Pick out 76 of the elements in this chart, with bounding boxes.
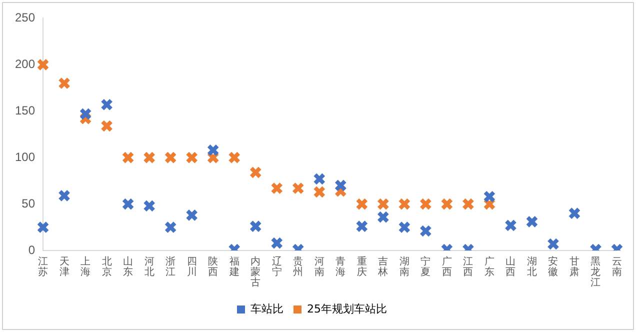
x-tick-label: 四川 <box>186 256 197 278</box>
x-tick-label: 甘肃 <box>569 255 580 278</box>
x-tick-label: 安徽 <box>548 255 558 278</box>
x-tick-label: 辽宁 <box>272 255 282 278</box>
point <box>143 151 156 164</box>
x-tick-label: 内蒙古 <box>250 255 261 288</box>
point <box>186 151 198 164</box>
point <box>376 210 390 224</box>
point <box>58 77 71 90</box>
point <box>356 220 368 233</box>
x-tick-label: 青海 <box>336 255 346 278</box>
point <box>504 219 517 232</box>
x-tick-label: 北京 <box>102 255 112 278</box>
x-tick-label: 云南 <box>612 256 622 278</box>
point <box>376 198 390 210</box>
point <box>249 166 262 179</box>
point <box>100 98 114 111</box>
legend-label: 车站比 <box>250 302 284 316</box>
point <box>206 144 220 156</box>
x-tick-label: 上海 <box>80 255 91 278</box>
x-tick-label: 山西 <box>506 255 516 278</box>
point <box>483 190 496 203</box>
point <box>36 221 50 234</box>
x-tick-label: 黑龙江 <box>590 256 601 288</box>
point <box>440 198 454 210</box>
y-tick-label: 100 <box>14 150 36 164</box>
point <box>334 179 347 192</box>
point <box>270 236 284 250</box>
x-tick-label: 湖南 <box>399 255 410 278</box>
point <box>228 151 241 164</box>
y-tick-label: 150 <box>14 103 36 118</box>
x-tick-label: 广西 <box>442 255 452 278</box>
point <box>164 221 177 234</box>
x-tick-label: 湖北 <box>526 255 537 278</box>
x-tick-label: 陕西 <box>208 255 218 278</box>
point <box>313 172 326 186</box>
point <box>79 108 92 120</box>
point <box>164 151 177 164</box>
x-tick-label: 山东 <box>123 255 134 278</box>
point <box>419 198 432 210</box>
x-tick-label: 江苏 <box>38 255 48 278</box>
point <box>100 120 114 132</box>
point <box>419 224 432 238</box>
x-tick-label: 吉林 <box>377 255 388 278</box>
x-tick-label: 江西 <box>463 255 474 278</box>
point <box>526 215 538 228</box>
x-tick-label: 重庆 <box>356 255 367 278</box>
x-tick-label: 贵州 <box>293 255 304 278</box>
point <box>292 182 304 194</box>
point <box>270 182 284 194</box>
point <box>249 220 262 233</box>
x-tick-label: 宁夏 <box>420 255 431 278</box>
point <box>568 207 581 220</box>
x-tick-label: 天津 <box>59 256 70 278</box>
point <box>186 208 198 222</box>
point <box>462 198 474 210</box>
point <box>58 189 71 202</box>
y-tick-label: 200 <box>14 56 36 71</box>
y-tick-label: 50 <box>22 196 36 210</box>
point <box>143 200 156 212</box>
x-tick-label: 河南 <box>314 255 324 278</box>
point <box>356 198 368 210</box>
point <box>398 198 411 210</box>
point <box>398 221 411 234</box>
y-tick-label: 250 <box>14 10 36 25</box>
legend-label: 25年规划车站比 <box>307 302 387 316</box>
point <box>313 186 326 198</box>
point <box>36 58 50 71</box>
x-tick-label: 福建 <box>228 255 240 278</box>
x-tick-label: 广东 <box>484 255 494 278</box>
point <box>546 238 560 250</box>
x-tick-label: 浙江 <box>166 255 176 278</box>
point <box>122 151 134 164</box>
point <box>122 198 134 210</box>
y-tick-label: 0 <box>28 242 36 257</box>
x-tick-label: 河北 <box>144 255 154 278</box>
